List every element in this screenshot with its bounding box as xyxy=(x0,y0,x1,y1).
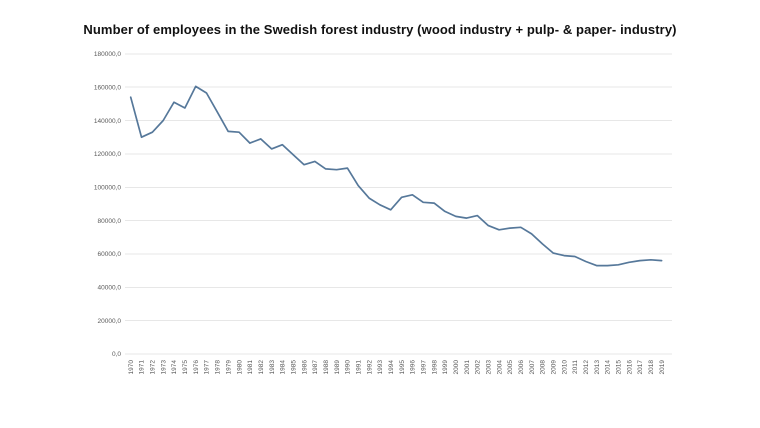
x-tick-label: 1975 xyxy=(182,360,189,375)
x-tick-label: 1993 xyxy=(377,360,384,375)
x-tick-label: 1978 xyxy=(215,360,222,375)
x-tick-label: 2000 xyxy=(453,360,460,375)
x-tick-label: 2008 xyxy=(540,360,547,375)
y-tick-label: 80000,0 xyxy=(98,218,122,225)
y-tick-label: 0,0 xyxy=(112,351,121,358)
x-tick-label: 1987 xyxy=(312,360,319,375)
x-tick-label: 1998 xyxy=(431,360,438,375)
x-tick-label: 2005 xyxy=(507,360,514,375)
x-tick-label: 1974 xyxy=(171,360,178,375)
x-tick-label: 1976 xyxy=(193,360,200,375)
x-tick-label: 2013 xyxy=(594,360,601,375)
x-tick-label: 2006 xyxy=(518,360,525,375)
x-tick-label: 1981 xyxy=(247,360,254,375)
x-tick-label: 1999 xyxy=(442,360,449,375)
x-tick-label: 2001 xyxy=(464,360,471,375)
x-tick-label: 2007 xyxy=(529,360,536,375)
x-tick-label: 1983 xyxy=(269,360,276,375)
x-tick-label: 1985 xyxy=(290,360,297,375)
x-tick-label: 1972 xyxy=(150,360,157,375)
x-tick-label: 2014 xyxy=(605,360,612,375)
x-tick-label: 1986 xyxy=(301,360,308,375)
x-tick-label: 1997 xyxy=(420,360,427,375)
x-tick-label: 1982 xyxy=(258,360,265,375)
y-tick-label: 60000,0 xyxy=(98,251,122,258)
x-tick-label: 2015 xyxy=(615,360,622,375)
x-tick-label: 1973 xyxy=(160,360,167,375)
x-tick-label: 1991 xyxy=(355,360,362,375)
x-tick-label: 1979 xyxy=(225,360,232,375)
x-tick-label: 1988 xyxy=(323,360,330,375)
x-tick-label: 2004 xyxy=(496,360,503,375)
employees-series-line xyxy=(129,85,663,267)
x-tick-label: 1990 xyxy=(345,360,352,375)
x-tick-label: 1980 xyxy=(236,360,243,375)
x-tick-label: 2019 xyxy=(659,360,666,375)
x-tick-label: 1995 xyxy=(399,360,406,375)
y-tick-label: 40000,0 xyxy=(98,285,122,292)
y-tick-label: 140000,0 xyxy=(94,118,121,125)
x-tick-label: 1971 xyxy=(139,360,146,375)
x-tick-label: 1994 xyxy=(388,360,395,375)
y-tick-label: 20000,0 xyxy=(98,318,122,325)
x-tick-label: 2002 xyxy=(475,360,482,375)
x-tick-label: 1996 xyxy=(410,360,417,375)
x-tick-label: 2017 xyxy=(637,360,644,375)
y-tick-label: 120000,0 xyxy=(94,151,121,158)
x-tick-label: 1977 xyxy=(204,360,211,375)
x-tick-label: 1970 xyxy=(128,360,135,375)
x-tick-label: 2010 xyxy=(561,360,568,375)
x-tick-label: 2016 xyxy=(626,360,633,375)
x-tick-label: 1989 xyxy=(334,360,341,375)
y-tick-label: 180000,0 xyxy=(94,51,121,58)
x-tick-label: 2012 xyxy=(583,360,590,375)
x-tick-label: 2018 xyxy=(648,360,655,375)
chart-title: Number of employees in the Swedish fores… xyxy=(83,22,677,37)
x-tick-label: 2011 xyxy=(572,360,579,374)
x-tick-label: 2003 xyxy=(485,360,492,375)
x-tick-label: 1992 xyxy=(366,360,373,375)
y-tick-label: 160000,0 xyxy=(94,84,121,91)
x-tick-label: 1984 xyxy=(280,360,287,375)
y-tick-label: 100000,0 xyxy=(94,184,121,191)
x-tick-label: 2009 xyxy=(550,360,557,375)
